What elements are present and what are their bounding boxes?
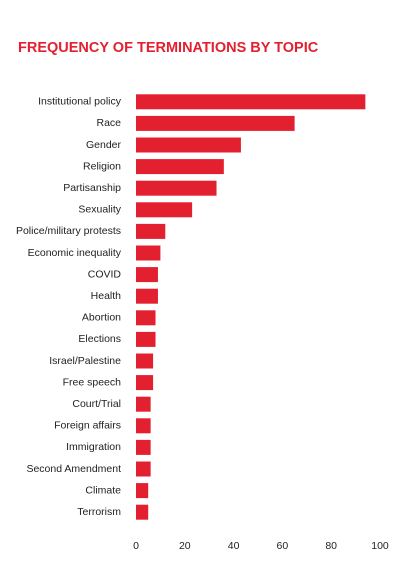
y-tick-label: Abortion xyxy=(82,312,121,324)
bar xyxy=(136,331,156,347)
bar xyxy=(136,159,224,175)
y-tick-label: Israel/Palestine xyxy=(49,355,121,367)
y-tick-label: Partisanship xyxy=(63,182,121,194)
bar xyxy=(136,288,158,304)
y-tick-label: Gender xyxy=(86,139,122,151)
bar xyxy=(136,375,154,391)
y-tick-label: Terrorism xyxy=(77,506,121,518)
y-tick-label: Immigration xyxy=(66,441,121,453)
chart-title: FREQUENCY OF TERMINATIONS BY TOPIC xyxy=(18,40,319,56)
y-tick-label: Health xyxy=(91,290,122,302)
y-tick-label: Elections xyxy=(78,333,121,345)
bar xyxy=(136,94,366,110)
x-tick-label: 100 xyxy=(371,540,389,552)
bar xyxy=(136,504,149,520)
y-tick-label: Religion xyxy=(83,160,121,172)
y-tick-label: Second Amendment xyxy=(26,463,121,475)
bar xyxy=(136,180,217,196)
y-tick-label: COVID xyxy=(88,268,122,280)
bar xyxy=(136,267,158,283)
bar xyxy=(136,137,241,153)
y-tick-label: Court/Trial xyxy=(72,398,121,410)
x-tick-label: 0 xyxy=(133,540,139,552)
bar xyxy=(136,418,151,434)
y-tick-label: Institutional policy xyxy=(38,96,122,108)
y-tick-label: Police/military protests xyxy=(16,225,121,237)
bar xyxy=(136,439,151,455)
x-tick-label: 40 xyxy=(228,540,240,552)
y-tick-label: Foreign affairs xyxy=(54,420,121,432)
y-tick-label: Sexuality xyxy=(78,204,121,216)
y-tick-label: Race xyxy=(96,117,121,129)
bar xyxy=(136,396,151,412)
x-tick-label: 20 xyxy=(179,540,191,552)
y-tick-label: Free speech xyxy=(63,376,122,388)
bar xyxy=(136,353,154,369)
bar xyxy=(136,245,161,261)
x-tick-label: 80 xyxy=(325,540,337,552)
bar xyxy=(136,202,193,218)
x-tick-label: 60 xyxy=(277,540,289,552)
bar xyxy=(136,483,149,499)
y-tick-label: Climate xyxy=(85,484,121,496)
bar xyxy=(136,223,166,239)
bar xyxy=(136,461,151,477)
bar xyxy=(136,310,156,326)
y-tick-label: Economic inequality xyxy=(28,247,122,259)
bar xyxy=(136,115,295,131)
